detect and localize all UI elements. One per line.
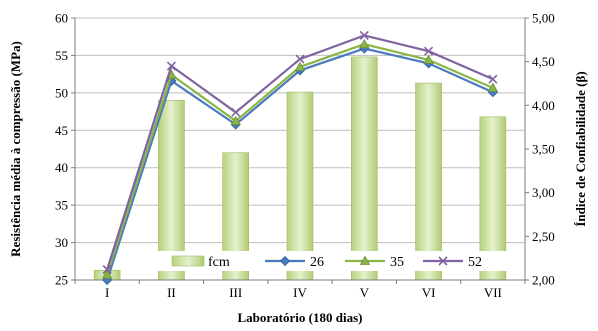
point-52-IV — [295, 54, 305, 64]
legend-label-26: 26 — [310, 255, 324, 270]
point-35-III — [230, 115, 241, 125]
point-52-VI — [424, 46, 434, 56]
point-52-I — [102, 264, 112, 275]
x-tick-label: VI — [422, 285, 436, 300]
right-tick-label: 2,50 — [532, 229, 555, 244]
legend-label-fcm: fcm — [208, 255, 230, 270]
right-axis-title: Índice de Confiabilidade (β) — [573, 71, 588, 226]
x-tick-label: I — [105, 285, 109, 300]
legend-marker-26 — [279, 255, 291, 267]
right-tick-label: 5,00 — [532, 11, 555, 26]
left-tick-label: 55 — [55, 48, 68, 63]
point-35-V — [359, 38, 370, 49]
left-tick-label: 45 — [55, 123, 68, 138]
legend-marker-52 — [438, 256, 448, 266]
bar-fcm-IV — [286, 91, 314, 281]
left-tick-label: 30 — [55, 235, 68, 250]
bar-fcm-V — [350, 56, 378, 281]
x-tick-label: VII — [484, 285, 502, 300]
point-35-IV — [294, 61, 306, 71]
right-tick-label: 2,00 — [532, 273, 555, 288]
right-tick-label: 3,00 — [532, 185, 555, 200]
x-tick-label: V — [360, 285, 370, 300]
left-tick-label: 35 — [55, 198, 68, 213]
x-tick-label: III — [229, 285, 242, 300]
point-35-I — [101, 269, 113, 279]
legend-background — [150, 251, 510, 271]
point-35-VII — [487, 82, 499, 92]
right-tick-label: 4,00 — [532, 98, 555, 113]
x-axis-title: Laboratório (180 dias) — [238, 310, 363, 325]
point-52-VII — [488, 74, 498, 84]
point-52-V — [359, 30, 369, 41]
point-52-III — [231, 107, 241, 117]
left-axis-title: Resistência média à compressão (MPa) — [8, 41, 23, 257]
left-tick-label: 40 — [55, 160, 68, 175]
legend-marker-35 — [359, 255, 371, 265]
legend-label-35: 35 — [390, 255, 404, 270]
x-tick-label: IV — [293, 285, 307, 300]
x-tick-label: II — [167, 285, 176, 300]
legend-label-52: 52 — [468, 255, 482, 270]
point-52-II — [166, 61, 176, 71]
right-tick-label: 3,50 — [532, 142, 555, 157]
point-35-VI — [423, 54, 434, 64]
left-tick-label: 50 — [55, 85, 68, 100]
right-tick-label: 4,50 — [532, 54, 555, 69]
legend-swatch-fcm — [171, 255, 205, 267]
left-tick-label: 60 — [55, 11, 68, 26]
bar-fcm-VI — [415, 82, 442, 281]
left-tick-label: 25 — [55, 273, 68, 288]
